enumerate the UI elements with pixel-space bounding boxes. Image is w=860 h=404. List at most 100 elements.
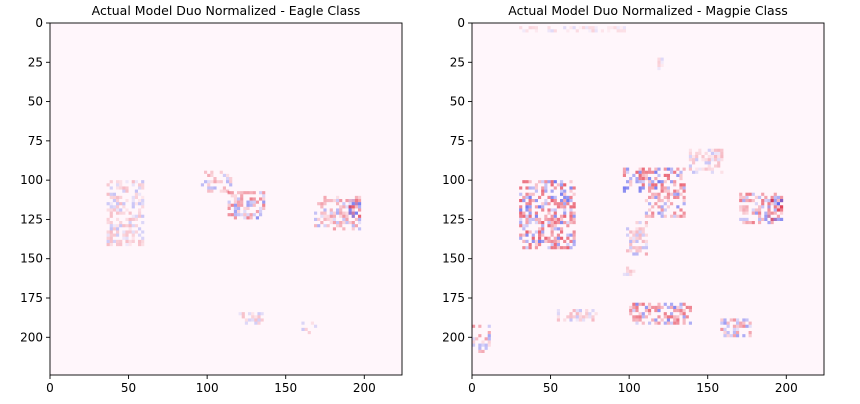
heatmap-cell — [638, 318, 642, 322]
heatmap-cell — [644, 211, 648, 215]
heatmap-cell — [112, 208, 116, 212]
heatmap-cell — [720, 321, 724, 325]
heatmap-cell — [138, 186, 142, 190]
heatmap-cell — [522, 214, 526, 218]
heatmap-cell — [641, 180, 645, 184]
heatmap-cell — [563, 211, 567, 215]
y-tick-label: 200 — [442, 330, 465, 344]
heatmap-cell — [348, 199, 352, 203]
heatmap-cell — [326, 217, 330, 221]
heatmap-cell — [240, 213, 244, 217]
heatmap-cell — [528, 192, 532, 196]
heatmap-cell — [660, 208, 664, 212]
heatmap-cell — [748, 324, 752, 328]
heatmap-cell — [553, 199, 557, 203]
heatmap-cell — [320, 211, 324, 215]
heatmap-cell — [673, 214, 677, 218]
heatmap-cell — [534, 239, 538, 243]
heatmap-cell — [233, 194, 237, 198]
heatmap-cell — [575, 318, 579, 322]
heatmap-cell — [556, 318, 560, 322]
heatmap-cell — [761, 217, 765, 221]
heatmap-cell — [207, 189, 211, 193]
heatmap-cell — [726, 324, 730, 328]
heatmap-cell — [761, 192, 765, 196]
heatmap-cell — [654, 195, 658, 199]
heatmap-cell — [257, 315, 261, 319]
heatmap-cell — [710, 155, 714, 159]
heatmap-cell — [478, 349, 482, 353]
heatmap-region — [472, 324, 491, 353]
heatmap-cell — [654, 318, 658, 322]
heatmap-cell — [237, 197, 241, 201]
heatmap-cell — [342, 202, 346, 206]
heatmap-region — [688, 148, 724, 174]
heatmap-cell — [739, 324, 743, 328]
heatmap-cell — [226, 189, 230, 193]
heatmap-cell — [641, 302, 645, 306]
heatmap-cell — [641, 315, 645, 319]
heatmap-cell — [531, 192, 535, 196]
heatmap-cell — [246, 216, 250, 220]
heatmap-cell — [588, 26, 592, 30]
heatmap-cell — [354, 199, 358, 203]
heatmap-cell — [329, 208, 333, 212]
heatmap-cell — [227, 200, 231, 204]
heatmap-cell — [241, 315, 245, 319]
heatmap-cell — [635, 236, 639, 240]
heatmap-region — [657, 57, 664, 71]
heatmap-cell — [710, 167, 714, 171]
heatmap-cell — [240, 203, 244, 207]
heatmap-cell — [134, 195, 138, 199]
heatmap-cell — [688, 164, 692, 168]
heatmap-cell — [676, 318, 680, 322]
heatmap-cell — [207, 183, 211, 187]
heatmap-cell — [354, 211, 358, 215]
heatmap-cell — [547, 221, 551, 225]
heatmap-cell — [560, 221, 564, 225]
heatmap-cell — [638, 246, 642, 250]
heatmap-cell — [329, 217, 333, 221]
heatmap-cell — [556, 315, 560, 319]
heatmap-cell — [695, 167, 699, 171]
heatmap-cell — [237, 213, 241, 217]
heatmap-cell — [600, 29, 604, 33]
heatmap-cell — [528, 208, 532, 212]
heatmap-cell — [125, 199, 129, 203]
heatmap-cell — [572, 233, 576, 237]
heatmap-cell — [726, 331, 730, 335]
heatmap-cell — [544, 214, 548, 218]
heatmap-cell — [585, 26, 589, 30]
heatmap-cell — [345, 221, 349, 225]
heatmap-cell — [742, 324, 746, 328]
heatmap-region — [767, 199, 784, 221]
heatmap-cell — [317, 202, 321, 206]
heatmap-cell — [776, 199, 780, 203]
heatmap-cell — [339, 199, 343, 203]
y-tick-label: 75 — [450, 134, 465, 148]
heatmap-cell — [244, 321, 248, 325]
heatmap-cell — [320, 205, 324, 209]
heatmap-cell — [742, 199, 746, 203]
heatmap-region — [519, 180, 576, 250]
heatmap-cell — [670, 305, 674, 309]
heatmap-cell — [525, 233, 529, 237]
heatmap-cell — [213, 180, 217, 184]
heatmap-cell — [622, 173, 626, 177]
heatmap-cell — [629, 239, 633, 243]
heatmap-cell — [525, 195, 529, 199]
heatmap-cell — [538, 239, 542, 243]
heatmap-cell — [125, 233, 129, 237]
heatmap-cell — [329, 199, 333, 203]
heatmap-cell — [591, 29, 595, 33]
heatmap-cell — [525, 214, 529, 218]
heatmap-cell — [638, 173, 642, 177]
heatmap-cell — [638, 315, 642, 319]
heatmap-cell — [676, 321, 680, 325]
heatmap-cell — [141, 180, 145, 184]
heatmap-cell — [679, 170, 683, 174]
heatmap-cell — [676, 305, 680, 309]
heatmap-cell — [780, 208, 784, 212]
heatmap-cell — [726, 334, 730, 338]
